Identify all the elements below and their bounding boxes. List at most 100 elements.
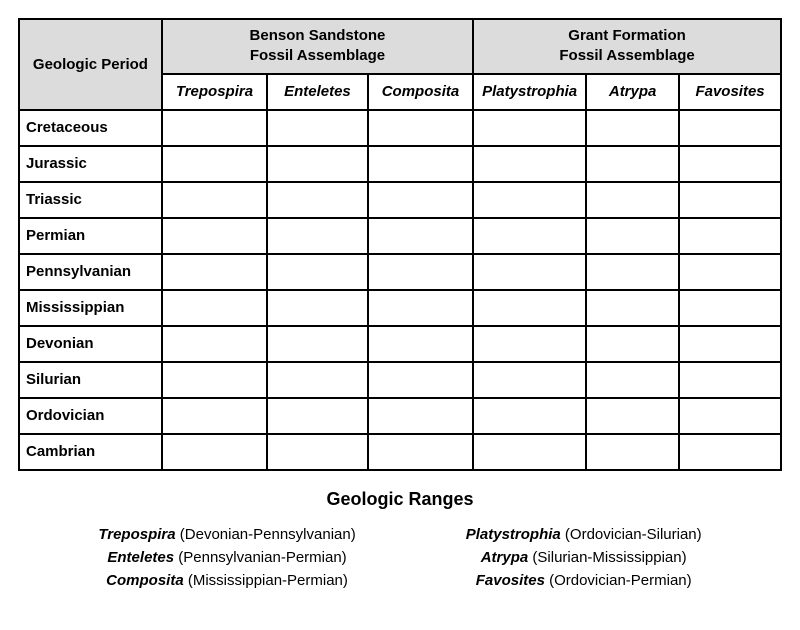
ranges-column-left: Trepospira (Devonian-Pennsylvanian) Ente… [98,520,355,595]
data-cell [473,434,586,470]
data-cell [267,146,368,182]
range-text: (Ordovician-Silurian) [565,526,702,543]
subcol-favosites: Favosites [679,74,781,110]
range-entry: Atrypa (Silurian-Mississippian) [466,549,702,566]
data-cell [267,218,368,254]
data-cell [679,290,781,326]
table-row: Cambrian [19,434,781,470]
data-cell [267,254,368,290]
data-cell [162,326,267,362]
period-cell: Jurassic [19,146,162,182]
data-cell [586,254,679,290]
data-cell [473,146,586,182]
subcol-trepospira: Trepospira [162,74,267,110]
range-entry: Enteletes (Pennsylvanian-Permian) [98,549,355,566]
group-header-line1: Benson Sandstone [250,27,386,44]
data-cell [586,434,679,470]
data-cell [473,218,586,254]
data-cell [679,218,781,254]
data-cell [368,398,473,434]
genus-name: Composita [106,572,184,589]
genus-name: Favosites [476,572,545,589]
ranges-title: Geologic Ranges [18,489,782,510]
data-cell [368,434,473,470]
data-cell [162,110,267,146]
data-cell [368,110,473,146]
data-cell [267,290,368,326]
data-cell [162,362,267,398]
data-cell [267,182,368,218]
group-header-line1: Grant Formation [568,27,686,44]
data-cell [679,326,781,362]
data-cell [586,146,679,182]
data-cell [267,362,368,398]
range-text: (Ordovician-Permian) [549,572,692,589]
genus-name: Trepospira [98,526,175,543]
table-row: Mississippian [19,290,781,326]
data-cell [368,146,473,182]
period-cell: Pennsylvanian [19,254,162,290]
data-cell [162,290,267,326]
data-cell [473,290,586,326]
subcol-atrypa: Atrypa [586,74,679,110]
data-cell [679,146,781,182]
table-row: Permian [19,218,781,254]
data-cell [162,398,267,434]
data-cell [586,110,679,146]
data-cell [679,398,781,434]
period-cell: Ordovician [19,398,162,434]
subcol-enteletes: Enteletes [267,74,368,110]
group-header-line2: Fossil Assemblage [559,47,694,64]
data-cell [473,362,586,398]
genus-name: Enteletes [107,549,174,566]
data-cell [368,218,473,254]
data-cell [267,326,368,362]
data-cell [586,290,679,326]
data-cell [586,182,679,218]
data-cell [368,290,473,326]
data-cell [679,362,781,398]
geologic-ranges-section: Geologic Ranges Trepospira (Devonian-Pen… [18,489,782,595]
data-cell [473,326,586,362]
subcol-platystrophia: Platystrophia [473,74,586,110]
data-cell [267,434,368,470]
range-text: (Mississippian-Permian) [188,572,348,589]
data-cell [162,182,267,218]
table-row: Jurassic [19,146,781,182]
table-row: Triassic [19,182,781,218]
genus-name: Platystrophia [466,526,561,543]
data-cell [679,182,781,218]
data-cell [586,398,679,434]
data-cell [162,434,267,470]
period-cell: Permian [19,218,162,254]
range-entry: Trepospira (Devonian-Pennsylvanian) [98,526,355,543]
data-cell [679,434,781,470]
table-row: Silurian [19,362,781,398]
data-cell [679,254,781,290]
period-cell: Silurian [19,362,162,398]
data-cell [679,110,781,146]
table-row: Pennsylvanian [19,254,781,290]
data-cell [368,254,473,290]
range-entry: Favosites (Ordovician-Permian) [466,572,702,589]
range-entry: Composita (Mississippian-Permian) [98,572,355,589]
range-text: (Silurian-Mississippian) [532,549,686,566]
fossil-assemblage-table: Geologic Period Benson Sandstone Fossil … [18,18,782,471]
range-text: (Devonian-Pennsylvanian) [180,526,356,543]
data-cell [586,218,679,254]
genus-name: Atrypa [481,549,529,566]
data-cell [473,110,586,146]
data-cell [473,182,586,218]
data-cell [368,182,473,218]
data-cell [368,326,473,362]
data-cell [267,398,368,434]
period-cell: Triassic [19,182,162,218]
data-cell [368,362,473,398]
table-body: CretaceousJurassicTriassicPermianPennsyl… [19,110,781,470]
row-header-label: Geologic Period [19,19,162,110]
data-cell [586,362,679,398]
subcol-composita: Composita [368,74,473,110]
period-cell: Devonian [19,326,162,362]
group-header-line2: Fossil Assemblage [250,47,385,64]
data-cell [267,110,368,146]
